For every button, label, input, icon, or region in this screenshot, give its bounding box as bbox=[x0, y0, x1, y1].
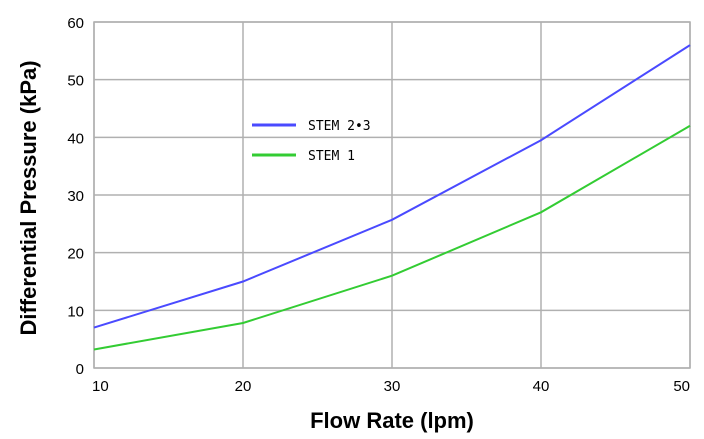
series-line-2 bbox=[93, 124, 691, 351]
x-tick-label: 30 bbox=[384, 378, 401, 395]
legend-label-2: STEM 1 bbox=[308, 149, 355, 164]
y-tick-label: 10 bbox=[67, 303, 84, 320]
y-tick-label: 20 bbox=[67, 246, 84, 263]
series-line-1 bbox=[93, 44, 691, 329]
legend-label-1: STEM 2•3 bbox=[308, 119, 371, 134]
x-tick-label: 10 bbox=[92, 378, 109, 395]
x-axis-title: Flow Rate (lpm) bbox=[310, 408, 474, 433]
y-tick-label: 40 bbox=[67, 130, 84, 147]
x-tick-label: 20 bbox=[235, 378, 252, 395]
y-axis-title: Differential Pressure (kPa) bbox=[16, 60, 41, 335]
series-lines bbox=[93, 44, 691, 351]
x-tick-label: 50 bbox=[673, 378, 690, 395]
x-tick-label: 40 bbox=[533, 378, 550, 395]
y-tick-labels: 0 10 20 30 40 50 60 bbox=[67, 15, 84, 378]
legend: STEM 2•3 STEM 1 bbox=[252, 119, 371, 164]
y-tick-label: 30 bbox=[67, 188, 84, 205]
y-tick-label: 0 bbox=[76, 361, 84, 378]
y-tick-label: 50 bbox=[67, 73, 84, 90]
y-tick-label: 60 bbox=[67, 15, 84, 32]
x-tick-labels: 10 20 30 40 50 bbox=[92, 378, 690, 395]
grid-lines bbox=[93, 21, 691, 369]
